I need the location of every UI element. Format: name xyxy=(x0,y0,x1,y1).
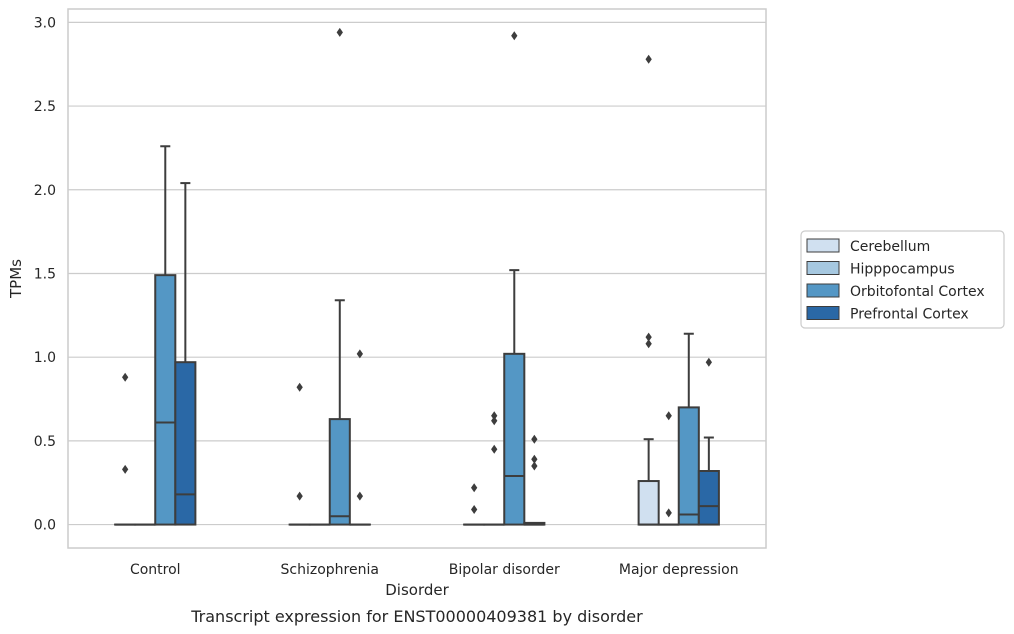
outlier-point xyxy=(645,339,652,349)
box-body xyxy=(677,406,700,526)
legend-swatch xyxy=(806,283,840,298)
outlier-point xyxy=(470,505,478,514)
y-tick-labels: 0.0 0.5 1.0 1.5 2.0 2.5 3.0 xyxy=(34,15,56,533)
box-2-3 xyxy=(677,332,700,526)
outlier-point xyxy=(121,464,129,474)
x-axis-label: Disorder xyxy=(385,581,449,599)
y-tick-label: 0.0 xyxy=(34,518,56,534)
y-tick-label: 2.0 xyxy=(34,183,56,199)
box-0-2 xyxy=(463,483,486,526)
x-tick-label: Schizophrenia xyxy=(281,562,379,578)
x-tick-label: Bipolar disorder xyxy=(449,562,560,578)
outlier-point xyxy=(645,332,652,342)
outlier-point xyxy=(296,491,303,501)
y-tick-label: 3.0 xyxy=(34,15,56,31)
box-3-0 xyxy=(174,182,197,526)
y-tick-label: 1.0 xyxy=(34,350,56,366)
boxes xyxy=(114,27,720,526)
outlier-point xyxy=(336,27,343,37)
legend-frame xyxy=(800,230,1005,329)
box-body xyxy=(328,418,351,526)
outlier-point xyxy=(296,382,303,392)
box-0-0 xyxy=(114,372,137,526)
legend-swatch xyxy=(806,261,840,275)
legend-swatch xyxy=(806,306,840,320)
box-3-1 xyxy=(348,349,371,526)
outlier-point xyxy=(531,454,538,464)
y-tick-label: 1.5 xyxy=(34,266,56,282)
outlier-point xyxy=(491,411,498,421)
outlier-point xyxy=(531,461,538,471)
outlier-point xyxy=(356,349,364,359)
box-body xyxy=(697,470,720,526)
x-tick-label: Control xyxy=(130,562,181,578)
legend-label: Cerebellum xyxy=(850,239,930,255)
outlier-point xyxy=(121,372,129,382)
outlier-point xyxy=(531,434,538,444)
box-2-0 xyxy=(154,145,177,526)
y-axis-label: TPMs xyxy=(7,259,25,299)
legend-label: Prefrontal Cortex xyxy=(850,307,969,323)
chart-caption: Transcript expression for ENST0000040938… xyxy=(190,607,643,626)
box-1-3 xyxy=(657,411,680,526)
box-3-3 xyxy=(697,357,720,526)
legend-label: Orbitofontal Cortex xyxy=(850,284,985,300)
y-tick-label: 2.5 xyxy=(34,99,56,115)
legend-swatch xyxy=(806,238,840,253)
plot-frame xyxy=(67,8,767,549)
outlier-point xyxy=(511,31,518,41)
outlier-point xyxy=(665,411,672,421)
outlier-point xyxy=(491,416,498,426)
x-tick-labels: Control Schizophrenia Bipolar disorder Majo… xyxy=(130,562,739,578)
box-body xyxy=(154,274,177,526)
box-0-3 xyxy=(637,54,660,526)
x-tick-label: Major depression xyxy=(619,562,739,578)
outlier-point xyxy=(491,444,498,454)
outlier-point xyxy=(665,508,672,518)
box-0-1 xyxy=(288,382,311,526)
outlier-point xyxy=(645,54,652,64)
legend-label: Hipppocampus xyxy=(850,262,955,278)
box-body xyxy=(503,352,526,526)
outlier-point xyxy=(356,491,364,501)
y-tick-label: 0.5 xyxy=(34,434,56,450)
box-2-1 xyxy=(328,27,351,526)
box-2-2 xyxy=(503,31,526,526)
outlier-point xyxy=(705,357,713,367)
box-3-2 xyxy=(523,434,546,526)
outlier-point xyxy=(470,483,478,493)
box-1-2 xyxy=(483,411,506,526)
legend: Cerebellum Hipppocampus Orbitofontal Corte… xyxy=(800,230,1005,329)
box-body xyxy=(174,361,197,526)
box-body xyxy=(637,480,660,526)
